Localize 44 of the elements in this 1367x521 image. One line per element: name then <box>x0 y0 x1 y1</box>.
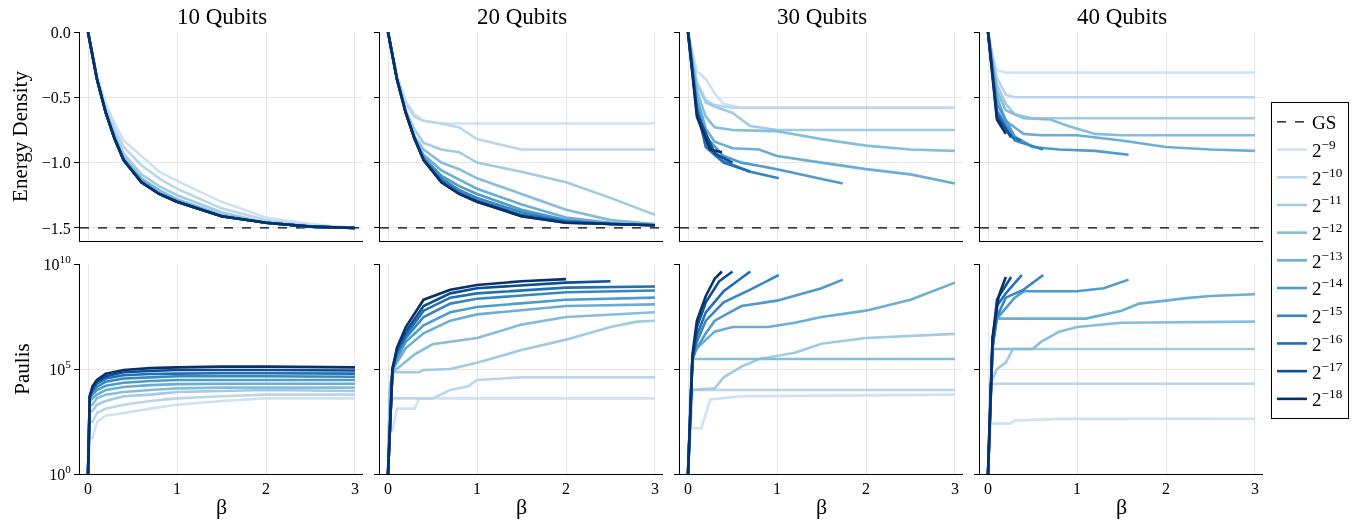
legend-label: 2$^{−14}$ <box>1312 275 1343 300</box>
x-tick-label: 2 <box>862 480 870 498</box>
x-tick-label: 0 <box>984 480 993 498</box>
legend-label: 2$^{−17}$ <box>1312 358 1343 383</box>
chart-title: 40 Qubits <box>1077 4 1168 29</box>
y-tick-label: 10$^{5}$ <box>49 357 72 378</box>
x-tick-label: 3 <box>1250 480 1259 498</box>
legend-label: 2$^{−18}$ <box>1312 386 1343 411</box>
x-tick-label: 2 <box>262 480 270 498</box>
x-tick-label: 1 <box>473 480 481 498</box>
x-tick-label: 0 <box>84 480 93 498</box>
y-tick-label: −1.5 <box>41 219 71 237</box>
x-tick-label: 0 <box>384 480 393 498</box>
legend-label: 2$^{−9}$ <box>1312 136 1336 161</box>
legend-label: GS <box>1312 112 1337 134</box>
legend-label: 2$^{−15}$ <box>1312 303 1343 328</box>
y-axis-title: Paulis <box>9 343 34 395</box>
legend-label: 2$^{−11}$ <box>1312 192 1342 217</box>
legend-label: 2$^{−13}$ <box>1312 247 1343 272</box>
y-tick-label: −1.0 <box>41 154 71 172</box>
legend-label: 2$^{−16}$ <box>1312 330 1343 355</box>
x-tick-label: 3 <box>650 480 659 498</box>
x-tick-label: 2 <box>1162 480 1170 498</box>
x-tick-label: 1 <box>773 480 781 498</box>
chart-title: 20 Qubits <box>477 4 568 29</box>
legend-label: 2$^{−10}$ <box>1312 164 1343 189</box>
y-tick-label: 0.0 <box>50 23 71 41</box>
x-tick-label: 1 <box>173 480 181 498</box>
chart-title: 30 Qubits <box>777 4 868 29</box>
x-axis-title: β <box>815 494 828 520</box>
y-tick-label: 10$^{10}$ <box>43 252 72 273</box>
y-tick-label: 10$^{0}$ <box>49 462 72 483</box>
x-tick-label: 3 <box>350 480 359 498</box>
x-tick-label: 0 <box>684 480 693 498</box>
x-axis-title: β <box>215 494 228 520</box>
x-axis-title: β <box>1115 494 1128 520</box>
x-axis-title: β <box>515 494 528 520</box>
y-axis-title: Energy Density <box>7 70 32 202</box>
x-tick-label: 1 <box>1073 480 1081 498</box>
chart-title: 10 Qubits <box>177 4 268 29</box>
y-tick-label: −0.5 <box>41 88 71 106</box>
legend-label: 2$^{−12}$ <box>1312 220 1343 245</box>
x-tick-label: 3 <box>950 480 959 498</box>
x-tick-label: 2 <box>562 480 570 498</box>
